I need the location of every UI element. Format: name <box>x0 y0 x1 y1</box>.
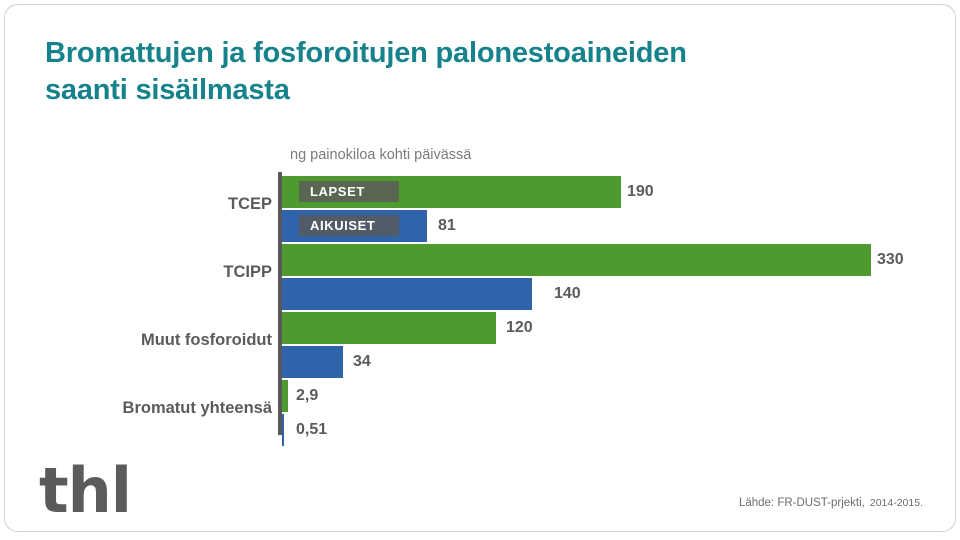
bar-value-lapset-tcep: 190 <box>627 183 654 200</box>
source-label: Lähde: FR-DUST-prjekti, <box>738 497 865 509</box>
source-years: 2014-2015. <box>869 497 923 509</box>
title-line-2: saanti sisäilmasta <box>45 73 290 106</box>
page-title: Bromattujen ja fosforoitujen palonestoai… <box>45 35 875 109</box>
chart-subtitle-unit: ng painokiloa kohti päivässä <box>290 147 472 163</box>
y-axis-line <box>278 172 282 435</box>
title-line-1: Bromattujen ja fosforoitujen palonestoai… <box>45 37 687 69</box>
bar-lapset-bromatut-yhteensa <box>282 380 288 412</box>
bar-value-aikuiset-tcep: 81 <box>438 217 456 234</box>
bar-value-lapset-bromatut-yhteensa: 2,9 <box>296 387 319 404</box>
category-label-bromatut-yhteensa: Bromatut yhteensä <box>122 399 272 417</box>
bar-aikuiset-muut-fosforoidut <box>282 346 343 378</box>
category-label-tcipp: TCIPP <box>223 263 272 281</box>
thl-logo: thl <box>39 454 132 527</box>
bar-value-lapset-tcipp: 330 <box>877 251 904 268</box>
category-label-muut-fosforoidut: Muut fosforoidut <box>140 331 272 349</box>
bar-value-lapset-muut-fosforoidut: 120 <box>506 319 533 336</box>
bar-aikuiset-tcipp <box>282 278 532 310</box>
legend-lapset: LAPSET <box>299 181 399 202</box>
bar-lapset-tcipp <box>282 244 871 276</box>
slide-card: Bromattujen ja fosforoitujen palonestoai… <box>4 4 956 532</box>
bar-value-aikuiset-bromatut-yhteensa: 0,51 <box>296 421 328 438</box>
bar-aikuiset-bromatut-yhteensa <box>282 414 284 446</box>
source-note: Lähde: FR-DUST-prjekti, 2014-2015. <box>739 497 923 509</box>
legend-aikuiset: AIKUISET <box>299 215 399 236</box>
bar-value-aikuiset-tcipp: 140 <box>554 285 581 302</box>
bar-value-aikuiset-muut-fosforoidut: 34 <box>353 353 371 370</box>
bar-lapset-muut-fosforoidut <box>282 312 496 344</box>
bar-chart: TCEP 190 81 LAPSET AIKUISET TCIPP 330 14… <box>5 5 957 533</box>
category-label-tcep: TCEP <box>227 195 272 213</box>
